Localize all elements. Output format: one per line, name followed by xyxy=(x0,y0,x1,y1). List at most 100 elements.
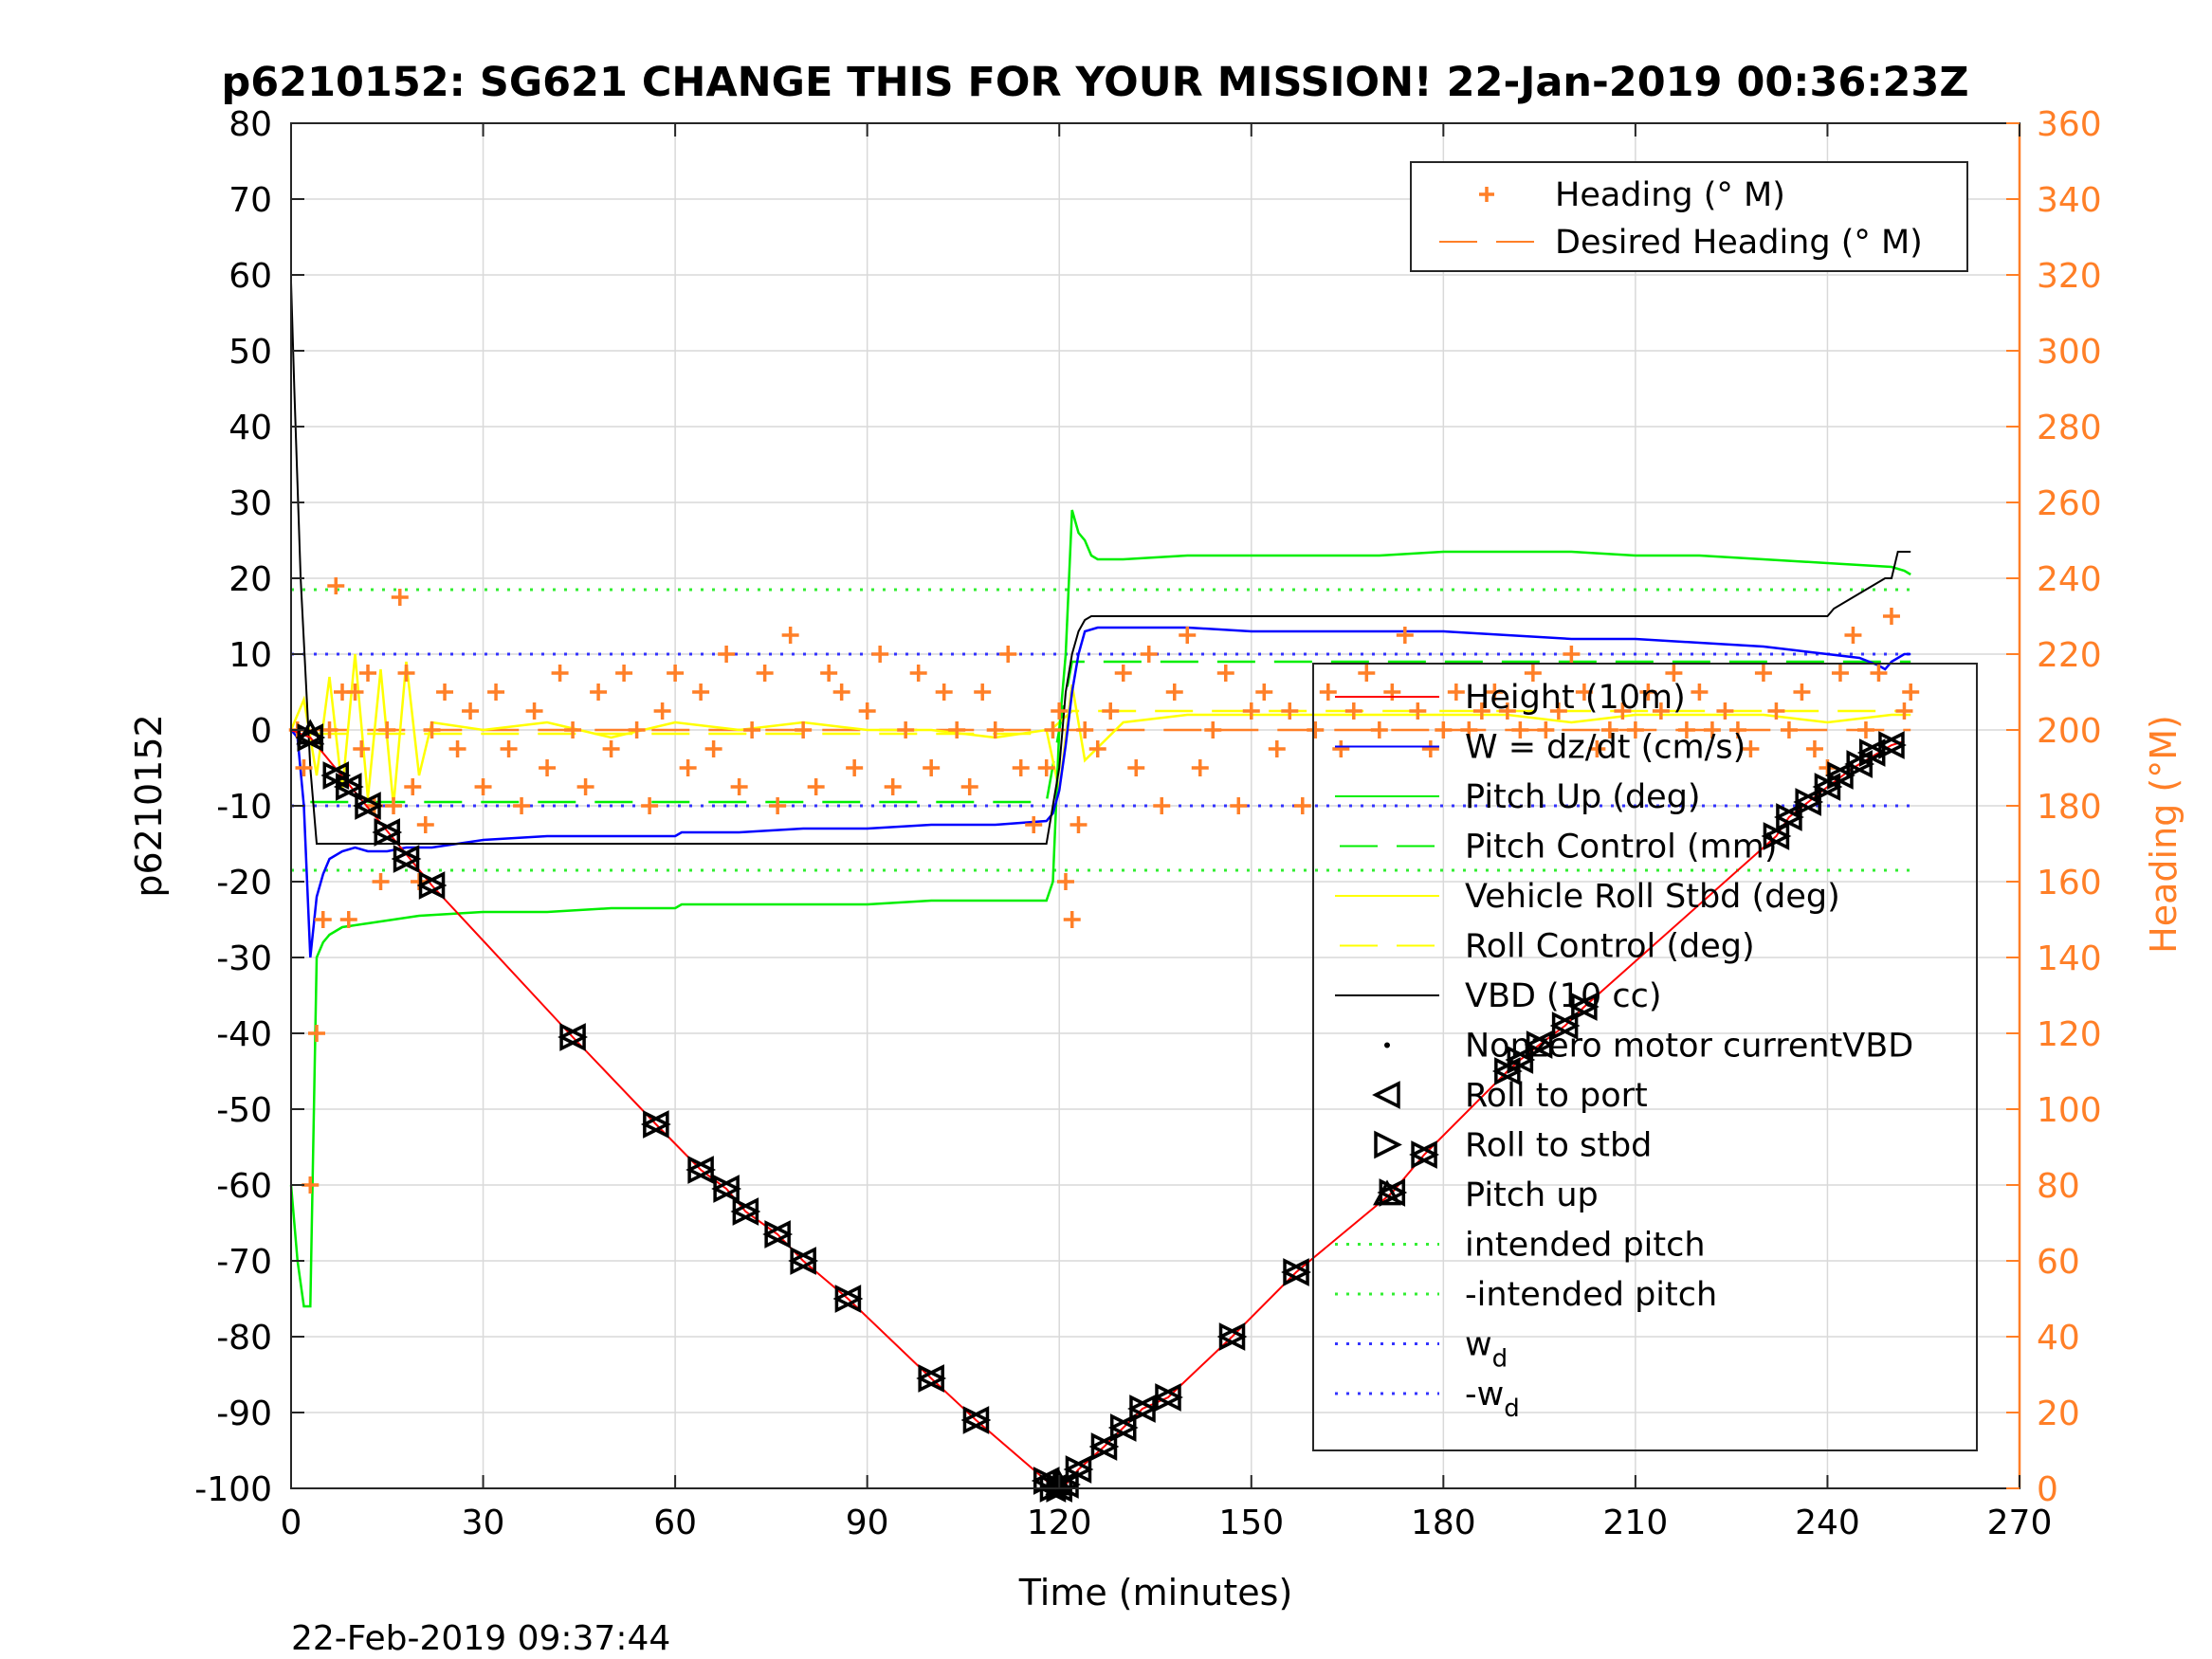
legend-main-label: -intended pitch xyxy=(1465,1276,1717,1314)
heading-point xyxy=(884,778,902,795)
legend-subscript: d xyxy=(1492,1345,1508,1374)
heading-point xyxy=(641,797,659,814)
heading-point xyxy=(1626,721,1644,738)
legend-main-label: Pitch up xyxy=(1465,1176,1599,1214)
heading-point xyxy=(416,816,434,833)
heading-point xyxy=(474,778,492,795)
heading-point xyxy=(807,778,825,795)
tri-right-marker xyxy=(1065,1455,1094,1484)
tri-up-marker xyxy=(296,719,325,745)
x-tick-label: 180 xyxy=(1411,1504,1476,1542)
legend-main-label: Nonzero motor currentVBD xyxy=(1465,1028,1913,1066)
heading-point xyxy=(820,665,838,682)
heading-point xyxy=(1882,608,1900,625)
legend-subscript: d xyxy=(1504,1395,1520,1423)
heading-point xyxy=(1691,684,1709,701)
y-right-tick-label: 340 xyxy=(2037,181,2102,220)
heading-point xyxy=(1754,665,1772,682)
y-right-tick-label: 360 xyxy=(2037,105,2102,144)
heading-point xyxy=(756,665,774,682)
heading-point xyxy=(1076,721,1094,738)
tri-right-marker xyxy=(1507,1046,1536,1074)
tri-right-marker xyxy=(1858,738,1888,767)
heading-point xyxy=(423,721,441,738)
heading-point xyxy=(1293,797,1311,814)
heading-point xyxy=(308,1025,326,1042)
heading-point xyxy=(339,911,357,928)
heading-point xyxy=(539,759,557,776)
heading-point xyxy=(1216,665,1234,682)
heading-point xyxy=(1460,721,1478,738)
heading-point xyxy=(692,684,710,701)
heading-point xyxy=(1742,740,1760,757)
heading-point xyxy=(667,665,685,682)
tri-right-marker xyxy=(918,1364,947,1393)
tri-right-marker xyxy=(1827,761,1856,790)
heading-point xyxy=(1472,702,1490,720)
heading-point xyxy=(704,740,722,757)
heading-point xyxy=(1230,797,1248,814)
y-tick-label: -100 xyxy=(194,1470,272,1509)
heading-point xyxy=(302,1176,320,1194)
heading-point xyxy=(327,577,345,594)
heading-point xyxy=(359,665,377,682)
tri-right-marker xyxy=(1109,1413,1139,1442)
y-tick-label: 80 xyxy=(229,105,272,144)
tri-right-marker xyxy=(418,871,448,900)
legend-main-label: Roll to port xyxy=(1465,1077,1648,1115)
heading-point xyxy=(1255,684,1273,701)
heading-point xyxy=(1396,627,1414,644)
heading-point xyxy=(795,721,813,738)
heading-point xyxy=(909,665,927,682)
tri-right-marker xyxy=(1776,803,1804,831)
y-right-tick-label: 220 xyxy=(2037,636,2102,675)
y-right-tick-label: 20 xyxy=(2037,1395,2080,1433)
heading-point xyxy=(679,759,697,776)
heading-point xyxy=(1370,721,1388,738)
heading-point xyxy=(314,911,332,928)
legend-main-box xyxy=(1312,663,1978,1451)
heading-point xyxy=(1281,702,1299,720)
tri-right-marker xyxy=(1411,1140,1439,1169)
tri-right-marker xyxy=(1551,1012,1581,1040)
heading-point xyxy=(1447,684,1465,701)
timestamp: 22-Feb-2019 09:37:44 xyxy=(291,1619,670,1658)
tri-right-marker xyxy=(374,818,403,847)
heading-point xyxy=(576,778,594,795)
vehicle-roll-line xyxy=(289,653,1911,807)
heading-point xyxy=(525,702,543,720)
legend-heading-label: Heading (° M) xyxy=(1555,176,1785,214)
heading-point xyxy=(1051,702,1069,720)
heading-point xyxy=(500,740,518,757)
legend-main-label: W = dz/dt (cm/s) xyxy=(1465,729,1746,767)
tri-right-marker xyxy=(713,1175,742,1203)
heading-point xyxy=(846,759,864,776)
heading-point xyxy=(1793,684,1811,701)
legend-symbol xyxy=(1372,1081,1400,1109)
heading-point xyxy=(513,797,531,814)
heading-point xyxy=(1805,740,1823,757)
heading-point xyxy=(1268,740,1286,757)
y-right-tick-label: 80 xyxy=(2037,1167,2080,1206)
y-right-tick-label: 320 xyxy=(2037,257,2102,296)
legend-main-label: VBD (10 cc) xyxy=(1465,977,1662,1015)
heading-point xyxy=(1614,702,1632,720)
heading-point xyxy=(320,721,338,738)
legend-heading-label: Desired Heading (° M) xyxy=(1555,224,1923,262)
heading-point xyxy=(832,684,850,701)
tri-right-marker xyxy=(962,1406,992,1434)
tri-right-marker xyxy=(1878,731,1907,759)
heading-point xyxy=(1179,627,1197,644)
x-axis-label: Time (minutes) xyxy=(1018,1572,1293,1613)
heading-point xyxy=(1165,684,1183,701)
legend-main-label: Height (10m) xyxy=(1465,679,1686,717)
heading-point xyxy=(1639,684,1657,701)
x-tick-label: 150 xyxy=(1218,1504,1284,1542)
heading-point xyxy=(1486,684,1504,701)
tri-right-marker xyxy=(1155,1383,1183,1412)
heading-point xyxy=(730,778,748,795)
heading-point xyxy=(948,721,966,738)
heading-point xyxy=(1012,759,1030,776)
y-tick-label: 0 xyxy=(250,712,272,751)
